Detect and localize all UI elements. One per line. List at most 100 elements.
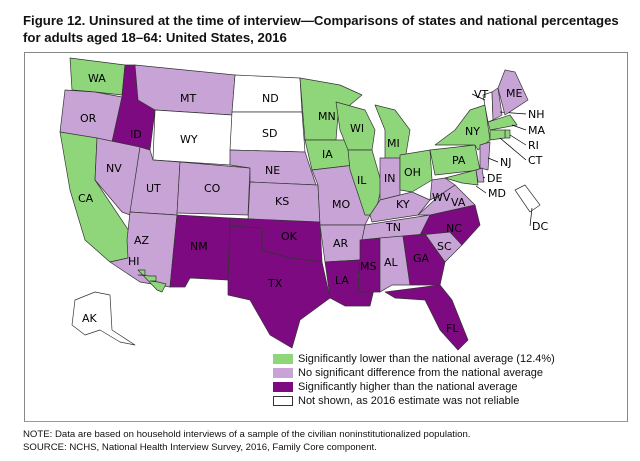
state-hi (137, 269, 167, 293)
legend-item-lower: Significantly lower than the national av… (273, 352, 555, 366)
state-label: CO (204, 182, 221, 195)
state-label: VA (451, 196, 466, 209)
state-label: IL (357, 174, 367, 187)
state-label: AR (333, 237, 349, 250)
state-label: MO (332, 198, 350, 211)
leader-line (499, 111, 527, 115)
state-wa (69, 57, 126, 96)
legend-item-higher: Significantly higher than the national a… (273, 380, 555, 394)
state-label: VT (474, 88, 489, 101)
state-label: GA (413, 252, 430, 265)
state-label: TN (385, 221, 401, 234)
legend-item-nodiff: No significant difference from the natio… (273, 366, 555, 380)
state-md (444, 169, 479, 186)
state-dc (514, 184, 541, 213)
state-label: ID (130, 128, 142, 141)
state-label: HI (128, 255, 140, 268)
state-label: DE (487, 172, 502, 185)
state-label: NM (190, 240, 208, 253)
state-label: NH (528, 108, 545, 121)
legend-item-notshown: Not shown, as 2016 estimate was not reli… (273, 394, 555, 408)
state-label: MT (180, 92, 196, 105)
state-label: MN (318, 110, 336, 123)
leader-line (509, 134, 527, 146)
state-label: KY (396, 198, 410, 211)
note-text: NOTE: Data are based on household interv… (23, 429, 471, 440)
state-label: ND (262, 92, 279, 105)
state-label: DC (532, 220, 548, 233)
legend-label: Significantly higher than the national a… (298, 381, 518, 393)
state-ms (357, 237, 381, 293)
legend-swatch-notshown (273, 396, 293, 406)
state-label: WA (88, 72, 106, 85)
state-ri (504, 129, 511, 139)
state-wv (429, 177, 456, 201)
state-label: WI (350, 122, 364, 135)
leader-line (511, 124, 527, 131)
state-label: NY (465, 125, 480, 138)
state-fl (384, 284, 469, 351)
state-label: TX (267, 277, 283, 290)
state-nj (479, 141, 491, 171)
state-label: IN (384, 172, 395, 185)
state-label: NE (265, 164, 280, 177)
state-label: OK (281, 230, 298, 243)
state-tx (227, 225, 331, 349)
legend-label: Significantly lower than the national av… (298, 353, 555, 365)
state-label: CA (78, 192, 94, 205)
state-label: SC (437, 240, 452, 253)
state-label: FL (446, 322, 459, 335)
state-label: SD (262, 127, 277, 140)
state-label: LA (335, 274, 349, 287)
state-nv (94, 137, 141, 216)
state-label: WV (432, 191, 451, 204)
legend-swatch-nodiff (273, 368, 293, 378)
state-label: AK (82, 312, 98, 325)
legend: Significantly lower than the national av… (273, 352, 555, 408)
leader-line (499, 137, 527, 161)
state-label: MA (528, 124, 545, 137)
state-label: ME (506, 87, 522, 100)
state-label: NC (446, 222, 462, 235)
figure-title: Figure 12. Uninsured at the time of inte… (23, 13, 619, 45)
state-mi (374, 104, 411, 161)
state-label: AL (384, 256, 399, 269)
state-label: PA (452, 154, 466, 167)
legend-label: Not shown, as 2016 estimate was not reli… (298, 395, 520, 407)
state-label: OR (80, 112, 97, 125)
state-label: KS (275, 195, 289, 208)
state-label: AZ (134, 234, 150, 247)
state-label: RI (528, 139, 539, 152)
legend-swatch-lower (273, 354, 293, 364)
state-oh (399, 149, 433, 193)
state-ma (487, 114, 518, 131)
state-nh (491, 87, 503, 121)
state-label: NJ (500, 156, 511, 169)
legend-swatch-higher (273, 382, 293, 392)
state-label: WY (180, 133, 198, 146)
state-label: OH (404, 166, 421, 179)
state-label: NV (106, 162, 122, 175)
leader-line (482, 176, 486, 179)
state-label: MS (360, 260, 376, 273)
state-label: MD (488, 187, 506, 200)
state-ny (434, 104, 491, 151)
state-me (497, 69, 529, 116)
state-ak (71, 291, 136, 346)
source-text: SOURCE: NCHS, National Health Interview … (23, 442, 377, 453)
leader-line (471, 93, 486, 101)
state-al (379, 235, 411, 293)
map-frame (24, 52, 628, 422)
leader-line (487, 157, 499, 163)
leader-line (475, 185, 487, 194)
state-label: CT (528, 154, 543, 167)
legend-label: No significant difference from the natio… (298, 367, 543, 379)
state-label: IA (322, 148, 333, 161)
footnote: NOTE: Data are based on household interv… (23, 428, 470, 454)
state-ct (489, 129, 506, 141)
state-label: MI (387, 137, 400, 150)
leader-line (529, 207, 533, 227)
state-label: UT (146, 182, 161, 195)
